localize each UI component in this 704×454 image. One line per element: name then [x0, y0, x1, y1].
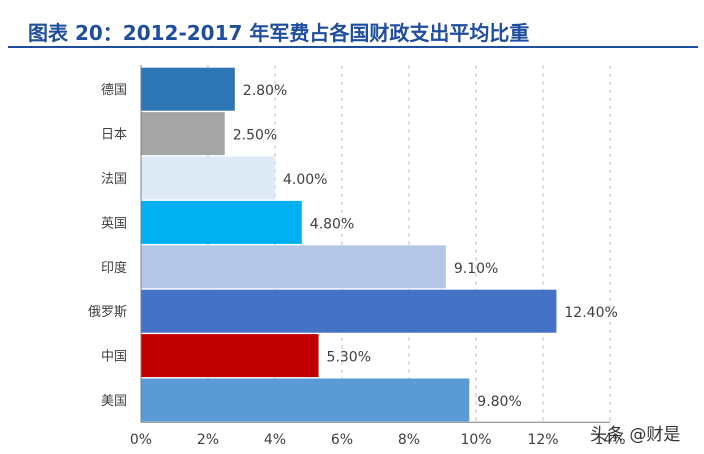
bar	[141, 245, 446, 289]
bar	[141, 112, 225, 156]
bar	[141, 378, 470, 422]
data-label: 4.00%	[283, 172, 327, 188]
category-label: 美国	[101, 394, 127, 409]
data-label: 9.10%	[454, 261, 498, 277]
data-label: 4.80%	[310, 216, 354, 232]
bar	[141, 156, 275, 200]
x-tick-label: 8%	[398, 432, 420, 448]
x-tick-label: 2%	[197, 432, 219, 448]
data-label: 9.80%	[477, 394, 521, 410]
data-label: 12.40%	[564, 305, 617, 321]
x-tick-label: 0%	[130, 432, 152, 448]
chart-title: 图表 20：2012-2017 年军费占各国财政支出平均比重	[28, 21, 530, 45]
category-label: 印度	[101, 260, 127, 276]
bar	[141, 289, 557, 333]
x-tick-label: 12%	[527, 432, 558, 448]
bar	[141, 67, 235, 111]
category-label: 俄罗斯	[88, 305, 127, 320]
x-tick-label: 4%	[264, 432, 286, 448]
x-tick-label: 6%	[331, 432, 353, 448]
data-label: 2.50%	[233, 128, 277, 144]
category-label: 英国	[101, 216, 127, 231]
category-label: 日本	[101, 128, 127, 143]
bar	[141, 334, 319, 378]
title-bar: 图表 20：2012-2017 年军费占各国财政支出平均比重	[8, 6, 698, 48]
bar	[141, 200, 302, 244]
data-label: 5.30%	[327, 350, 371, 366]
category-label: 法国	[101, 172, 127, 187]
x-tick-label: 10%	[460, 432, 491, 448]
category-label: 中国	[101, 350, 127, 365]
watermark: 头条 @财是	[590, 425, 681, 445]
x-tick-label: 14%	[594, 432, 625, 448]
category-label: 德国	[101, 83, 127, 98]
data-label: 2.80%	[243, 83, 287, 99]
